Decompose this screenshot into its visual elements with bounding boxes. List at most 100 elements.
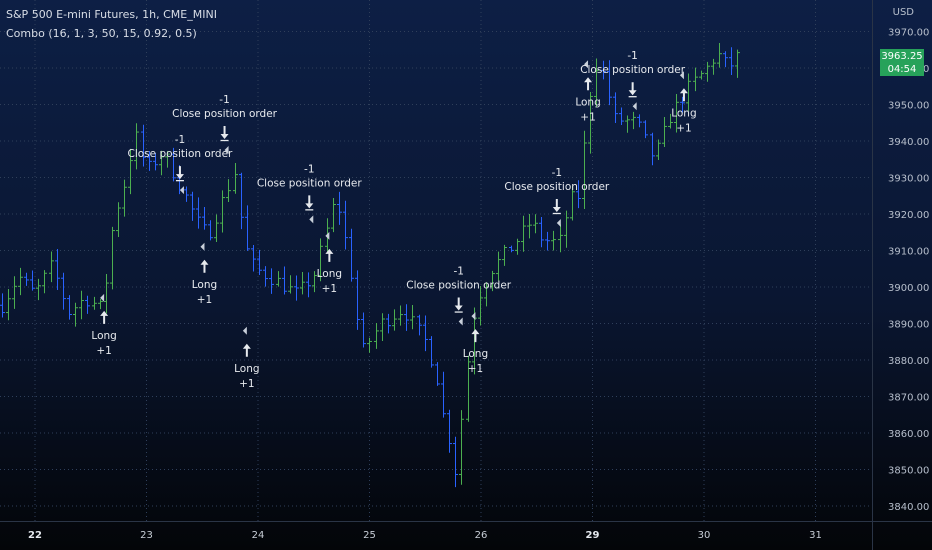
ohlc-bar: [551, 230, 556, 251]
ohlc-bar: [496, 251, 501, 281]
signal-label-top: -1: [219, 94, 229, 106]
arrow-down-icon: [628, 82, 637, 96]
exit-marker-icon: [632, 102, 637, 111]
ohlc-bar: [613, 92, 618, 123]
y-tick-label: 3920.00: [888, 210, 929, 221]
long-signal[interactable]: Long +1: [192, 242, 217, 306]
grid-layer: [0, 0, 872, 521]
exit-marker-icon: [556, 219, 561, 227]
ohlc-bar: [349, 228, 354, 282]
ohlc-bar: [282, 266, 287, 295]
entry-marker-icon: [100, 293, 105, 302]
signal-label-top: -1: [304, 163, 314, 175]
y-tick-label: 3850.00: [888, 466, 929, 477]
ohlc-bar: [73, 302, 78, 327]
close-signal[interactable]: Close position order -1: [406, 266, 512, 326]
long-signal[interactable]: Long +1: [234, 326, 260, 390]
x-tick-label: 22: [28, 530, 42, 541]
exit-marker-icon: [309, 215, 314, 224]
ohlc-bar: [545, 231, 550, 251]
signal-label-top: -1: [175, 134, 185, 146]
close-signal[interactable]: Close position order -1: [128, 134, 234, 195]
signal-label-top: -1: [552, 167, 562, 179]
ohlc-bar: [147, 151, 152, 171]
chart-title: S&P 500 E-mini Futures, 1h, CME_MINI: [6, 8, 217, 21]
ohlc-bar: [650, 132, 655, 166]
ohlc-bar: [343, 200, 348, 250]
close-signal[interactable]: Close position order -1: [580, 50, 686, 111]
close-signal[interactable]: Close position order -1: [172, 94, 278, 154]
ohlc-bar: [515, 238, 520, 255]
ohlc-bar: [251, 244, 256, 272]
ohlc-bar: [318, 238, 323, 282]
bar-countdown: 04:54: [887, 64, 917, 75]
ohlc-bar: [594, 58, 599, 108]
ohlc-bar: [306, 272, 311, 298]
ohlc-bar: [705, 61, 710, 82]
ohlc-bar: [478, 285, 483, 326]
ohlc-bar: [570, 186, 575, 221]
ohlc-bar: [656, 139, 661, 161]
arrow-down-icon: [305, 195, 314, 209]
ohlc-bar: [61, 272, 66, 310]
entry-marker-icon: [471, 312, 476, 321]
ohlc-bar: [159, 150, 164, 176]
signal-label-top: -1: [627, 50, 637, 62]
arrow-up-icon: [242, 343, 251, 357]
close-signal[interactable]: Close position order -1: [504, 167, 610, 227]
arrow-down-icon: [175, 166, 184, 180]
ohlc-bar: [386, 313, 391, 334]
long-signal[interactable]: Long +1: [317, 231, 342, 295]
currency-label: USD: [892, 7, 914, 18]
signal-label-top: Long: [317, 268, 342, 280]
ohlc-bar: [239, 172, 244, 230]
y-tick-label: 3870.00: [888, 393, 929, 404]
ohlc-bar: [141, 124, 146, 167]
ohlc-bar: [202, 206, 207, 230]
entry-marker-icon: [325, 231, 330, 240]
close-signal[interactable]: Close position order -1: [257, 163, 363, 224]
ohlc-bar: [674, 94, 679, 133]
ohlc-bar: [92, 296, 97, 310]
ohlc-bar: [110, 226, 115, 290]
arrow-up-icon: [679, 88, 688, 102]
ohlc-bar: [331, 198, 336, 233]
signal-label-top: Long: [192, 279, 217, 291]
ohlc-bar: [153, 153, 158, 171]
ohlc-bar: [643, 120, 648, 139]
y-tick-label: 3940.00: [888, 137, 929, 148]
ohlc-bar: [410, 305, 415, 330]
indicator-label[interactable]: Combo (16, 1, 3, 50, 15, 0.92, 0.5): [6, 27, 197, 40]
arrow-down-icon: [552, 199, 561, 212]
arrow-up-icon: [584, 77, 593, 91]
signal-label-top: Long: [234, 363, 259, 375]
ohlc-bar: [233, 162, 238, 194]
ohlc-bar: [404, 304, 409, 331]
signal-label-bottom: Close position order: [172, 108, 278, 120]
ohlc-bar: [6, 288, 11, 321]
ohlc-bar: [735, 49, 740, 78]
ohlc-bar: [214, 214, 219, 243]
ohlc-bar: [490, 270, 495, 292]
ohlc-bar: [122, 179, 127, 217]
long-signal[interactable]: Long +1: [575, 60, 601, 123]
long-signal[interactable]: Long +1: [91, 293, 117, 357]
ohlc-bar: [417, 314, 422, 336]
ohlc-bar: [723, 51, 728, 68]
long-signal[interactable]: Long +1: [671, 71, 697, 134]
ohlc-bar: [453, 436, 458, 488]
signal-label-top: Long: [91, 330, 116, 342]
y-tick-label: 3840.00: [888, 502, 929, 513]
signal-label-bottom: Close position order: [128, 148, 234, 160]
signal-label-bottom: +1: [676, 122, 691, 134]
ohlc-bar: [717, 42, 722, 68]
ohlc-bar: [367, 337, 372, 353]
ohlc-bar: [459, 410, 464, 485]
ohlc-bar: [337, 191, 342, 225]
signal-label-bottom: +1: [468, 363, 483, 375]
last-price-badge: 3963.25 04:54: [880, 49, 924, 76]
long-signal[interactable]: Long +1: [463, 312, 488, 375]
